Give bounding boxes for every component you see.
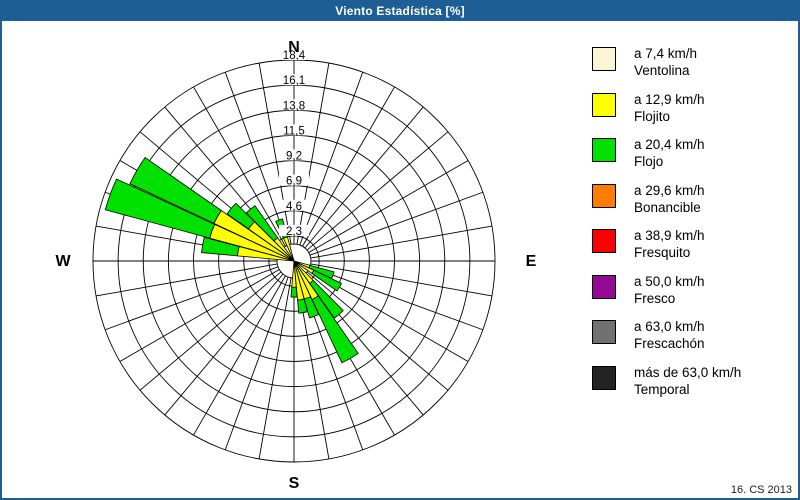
legend-name-label: Fresco	[634, 290, 676, 306]
polar-grid-spoke	[309, 191, 484, 256]
legend-speed-label: a 20,4 km/h	[634, 137, 705, 152]
ring-label: 18,4	[283, 50, 306, 62]
legend-speed-label: a 38,9 km/h	[634, 228, 705, 243]
compass-label-w: W	[55, 253, 71, 270]
petal-segment-flojo	[309, 279, 344, 319]
polar-grid-spoke	[139, 271, 282, 391]
petal-segment-flojo	[297, 298, 308, 314]
title-bar: Viento Estadística [%]	[2, 2, 798, 21]
legend-name-label: Temporal	[634, 381, 690, 397]
legend-name-label: Flojo	[634, 154, 664, 169]
ring-label-bg	[279, 74, 309, 86]
legend-color-swatch	[592, 229, 616, 253]
polar-grid-spoke	[193, 86, 286, 247]
legend-speed-label: más de 63,0 km/h	[634, 364, 742, 380]
legend-name-label: Fresquito	[634, 245, 691, 260]
compass-label-n: N	[288, 39, 300, 56]
polar-grid-spoke	[224, 276, 289, 451]
legend-speed-label: a 63,0 km/h	[634, 319, 705, 334]
legend-speed-label: a 12,9 km/h	[634, 91, 705, 107]
ring-label: 6,9	[286, 176, 302, 188]
legend-item: más de 63,0 km/h Temporal	[592, 364, 792, 412]
polar-grid-spoke	[308, 160, 469, 253]
polar-grid-spoke	[302, 86, 395, 247]
legend-color-swatch	[592, 274, 616, 299]
polar-grid-spoke	[164, 273, 284, 416]
legend-color-swatch	[592, 365, 616, 390]
ring-label-bg	[279, 199, 309, 211]
petal-segment-flojo	[303, 296, 320, 319]
polar-grid-spoke	[296, 62, 330, 245]
legend-name-label: Bonancible	[634, 199, 701, 215]
petal-segment-flojo	[129, 156, 222, 224]
legend-name-label: Frescachón	[634, 336, 705, 351]
legend-speed-label: a 50,0 km/h	[634, 273, 705, 289]
petal-segment-flojo	[104, 178, 216, 239]
ring-label-bg	[279, 149, 309, 161]
polar-grid-spoke	[119, 269, 280, 362]
polar-grid-spoke	[193, 275, 286, 436]
petal-segment-flojo	[226, 202, 256, 230]
legend-color-swatch	[592, 92, 616, 117]
petal-segment-flojo	[245, 205, 279, 242]
legend-item: a 63,0 km/h Frescachón	[592, 319, 792, 366]
legend-item: a 20,4 km/h Flojo	[592, 137, 792, 184]
ring-label: 13,8	[283, 100, 305, 112]
petal-segment-flojo	[311, 295, 359, 364]
petal-segment-flojo	[311, 269, 342, 292]
legend-color-swatch	[592, 183, 616, 208]
petal-segment-flojo	[290, 286, 298, 298]
ring-label-bg	[279, 224, 309, 236]
polar-grid-spoke	[309, 266, 484, 331]
ring-label-bg	[279, 49, 309, 60]
ring-label-bg	[279, 124, 309, 136]
polar-grid-spoke	[304, 106, 424, 249]
petal-segment-flojo	[201, 236, 240, 257]
legend-item: a 7,4 km/h Ventolina	[592, 46, 792, 93]
ring-label-bg	[279, 174, 309, 186]
legend-speed-label: a 29,6 km/h	[634, 182, 705, 198]
legend-item: a 29,6 km/h Bonancible	[592, 182, 792, 230]
ring-label: 11,5	[283, 125, 305, 137]
legend-name-label: Flojito	[634, 108, 671, 124]
legend-name-label: Ventolina	[634, 63, 690, 78]
polar-grid-spoke	[299, 71, 364, 246]
legend-item: a 38,9 km/h Fresquito	[592, 228, 792, 275]
ring-label: 2,3	[286, 226, 302, 238]
polar-grid-spoke	[224, 71, 289, 246]
window-title: Viento Estadística [%]	[335, 4, 465, 18]
ring-label: 16,1	[283, 75, 305, 87]
legend-item: a 12,9 km/h Flojito	[592, 91, 792, 139]
polar-grid-spoke	[306, 131, 449, 251]
polar-grid-spoke	[258, 277, 292, 460]
polar-grid-spoke	[104, 266, 279, 331]
polar-grid-spoke	[258, 62, 292, 245]
legend-item: a 50,0 km/h Fresco	[592, 273, 792, 321]
ring-label: 9,2	[286, 151, 302, 163]
ring-label: 4,6	[286, 201, 302, 213]
legend-color-swatch	[592, 47, 616, 71]
ring-label-bg	[279, 99, 309, 111]
polar-grid-spoke	[310, 263, 493, 297]
polar-grid-spoke	[95, 263, 278, 297]
compass-label-e: E	[526, 253, 537, 270]
legend-speed-label: a 7,4 km/h	[634, 46, 698, 61]
polar-grid-spoke	[310, 225, 493, 259]
legend-color-swatch	[592, 138, 616, 162]
polar-grid-spoke	[306, 271, 449, 391]
footer-credit: 16. CS 2013	[730, 484, 792, 496]
legend-color-swatch	[592, 320, 616, 344]
compass-label-s: S	[289, 475, 300, 492]
